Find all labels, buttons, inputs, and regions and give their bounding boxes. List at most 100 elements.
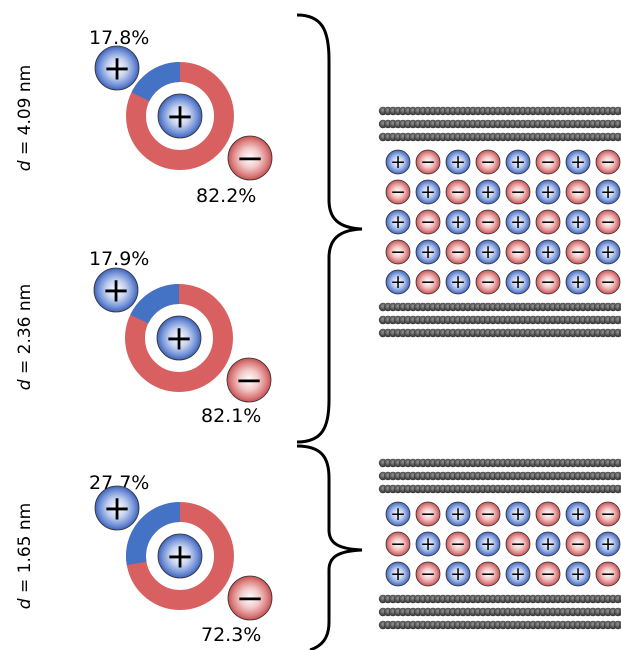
cation-ion: + xyxy=(385,269,411,295)
cation-sphere xyxy=(156,315,202,361)
cation-sphere xyxy=(94,45,140,91)
cation-sphere xyxy=(415,179,441,205)
anion-ion: − xyxy=(595,149,621,175)
ion-layer: + − + − + − + − xyxy=(385,269,621,295)
cation-sphere xyxy=(415,531,441,557)
cation-legend-ion: + xyxy=(94,485,140,531)
electrode-atom xyxy=(618,621,621,629)
anion-sign: − xyxy=(390,534,406,555)
electrode-atom xyxy=(618,107,621,115)
anion-ion: − xyxy=(535,209,561,235)
anion-ion: − xyxy=(595,501,621,527)
anion-sphere xyxy=(445,179,471,205)
anion-ion: − xyxy=(535,561,561,587)
anion-ion: − xyxy=(535,269,561,295)
cation-sphere xyxy=(565,209,591,235)
anion-ion: − xyxy=(385,531,411,557)
electrode-atom xyxy=(613,106,621,116)
cation-percent-1: 17.8% xyxy=(89,27,149,49)
cation-ion: + xyxy=(565,501,591,527)
anion-sign: − xyxy=(600,272,616,293)
anion-sphere xyxy=(385,239,411,265)
curly-brace-lower xyxy=(296,444,363,650)
cation-ion: + xyxy=(595,239,621,265)
anion-sign: − xyxy=(570,242,586,263)
anion-legend-ion: − xyxy=(226,357,272,403)
cation-sign: + xyxy=(480,242,496,263)
anion-sign: − xyxy=(540,504,556,525)
anion-sphere xyxy=(505,179,531,205)
distance-symbol-2: d xyxy=(15,379,35,390)
cation-ion: + xyxy=(505,209,531,235)
anion-percent-2: 82.1% xyxy=(201,405,261,427)
cation-ion: + xyxy=(385,561,411,587)
cation-ion: + xyxy=(475,239,501,265)
cation-sphere xyxy=(535,531,561,557)
cation-ion: + xyxy=(445,501,471,527)
electrode-atom xyxy=(613,119,621,129)
cation-sphere xyxy=(157,533,203,579)
anion-ion: − xyxy=(415,561,441,587)
cation-ion: + xyxy=(445,269,471,295)
anion-ion: − xyxy=(595,269,621,295)
cation-ion: + xyxy=(445,149,471,175)
cation-sign: + xyxy=(450,152,466,173)
anion-sphere xyxy=(227,575,273,621)
cation-sphere xyxy=(415,239,441,265)
electrode-atom xyxy=(618,133,621,141)
fraction-ring-1: + + − xyxy=(94,45,273,181)
cation-sign: + xyxy=(510,152,526,173)
cation-sign: + xyxy=(390,272,406,293)
anion-ion: − xyxy=(475,561,501,587)
anion-percent-1: 82.2% xyxy=(196,185,256,207)
cation-ion: + xyxy=(505,269,531,295)
cation-sphere xyxy=(157,93,203,139)
anion-sphere xyxy=(595,269,621,295)
cation-sign: + xyxy=(600,182,616,203)
distance-value-2: = 2.36 nm xyxy=(15,284,35,380)
anion-sphere xyxy=(445,531,471,557)
electrode-atom xyxy=(613,484,621,494)
anion-sign: − xyxy=(540,212,556,233)
anion-ion: − xyxy=(445,531,471,557)
cation-ion: + xyxy=(385,501,411,527)
anion-sphere xyxy=(595,501,621,527)
ion-stack-3: + − + − + − + −− + − + − + − ++ − + − + − + − xyxy=(378,458,621,630)
cation-sign: + xyxy=(390,152,406,173)
cation-sign: + xyxy=(390,212,406,233)
fraction-ring-3: + + − xyxy=(94,485,273,621)
cation-sphere xyxy=(385,209,411,235)
anion-percent-3: 72.3% xyxy=(201,624,261,646)
anion-sign: − xyxy=(600,152,616,173)
cation-sign: + xyxy=(570,272,586,293)
cation-ion: + xyxy=(385,149,411,175)
anion-ion: − xyxy=(415,501,441,527)
electrode-atom xyxy=(613,302,621,312)
cation-ion: + xyxy=(565,149,591,175)
anion-sphere xyxy=(415,561,441,587)
cation-sign: + xyxy=(570,152,586,173)
anion-sign: − xyxy=(540,152,556,173)
cation-sphere xyxy=(595,239,621,265)
cation-sphere xyxy=(385,501,411,527)
cation-sign: + xyxy=(480,182,496,203)
anion-ion: − xyxy=(505,531,531,557)
anion-sign: − xyxy=(420,564,436,585)
anion-sign: − xyxy=(480,564,496,585)
anion-sphere xyxy=(226,357,272,403)
distance-label-2: d = 2.36 nm xyxy=(15,284,35,390)
anion-sign: − xyxy=(420,212,436,233)
anion-ion: − xyxy=(445,179,471,205)
cation-sign: + xyxy=(166,537,195,577)
cation-sign: + xyxy=(510,504,526,525)
cation-sign: + xyxy=(540,534,556,555)
anion-sphere xyxy=(475,269,501,295)
electrode-atom xyxy=(618,595,621,603)
anion-sphere xyxy=(415,501,441,527)
anion-ion: − xyxy=(415,269,441,295)
electrode-atom xyxy=(618,120,621,128)
electrode-atom xyxy=(613,620,621,630)
panel-1: d = 4.09 nm 17.8% 82.2% ++− + − + − + − + −− + − +… xyxy=(15,27,621,338)
cation-sign: + xyxy=(390,564,406,585)
ion-layer: + − + − + − + − xyxy=(385,501,621,527)
